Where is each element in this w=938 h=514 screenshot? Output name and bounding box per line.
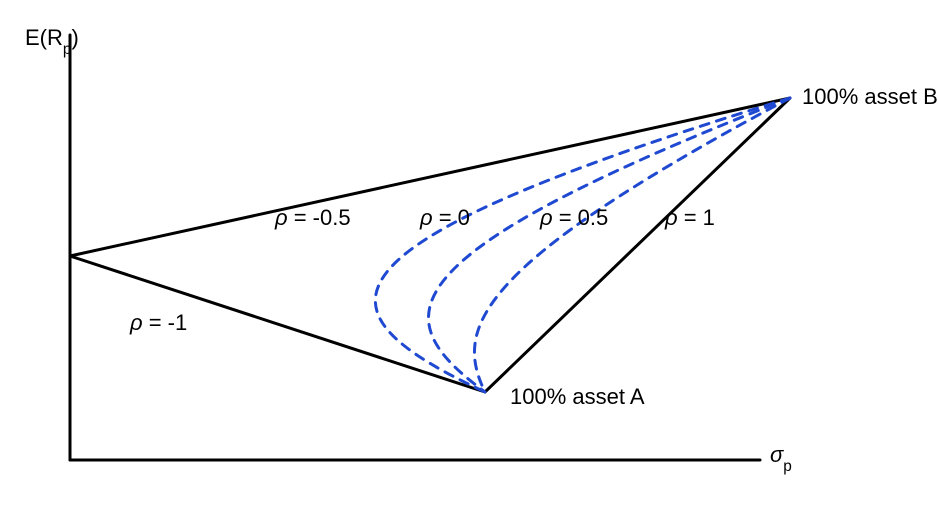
rho-label-0: ρ = -1 bbox=[129, 310, 187, 335]
portfolio-frontier-diagram: E(Rp)σp100% asset A100% asset Bρ = -1ρ =… bbox=[0, 0, 938, 514]
point-a-label: 100% asset A bbox=[510, 384, 645, 409]
rho-label-4: ρ = 1 bbox=[664, 205, 715, 230]
rho-label-1: ρ = -0.5 bbox=[274, 205, 351, 230]
rho-label-3: ρ = 0.5 bbox=[539, 205, 608, 230]
point-b-label: 100% asset B bbox=[802, 84, 938, 109]
rho-label-2: ρ = 0 bbox=[419, 205, 470, 230]
